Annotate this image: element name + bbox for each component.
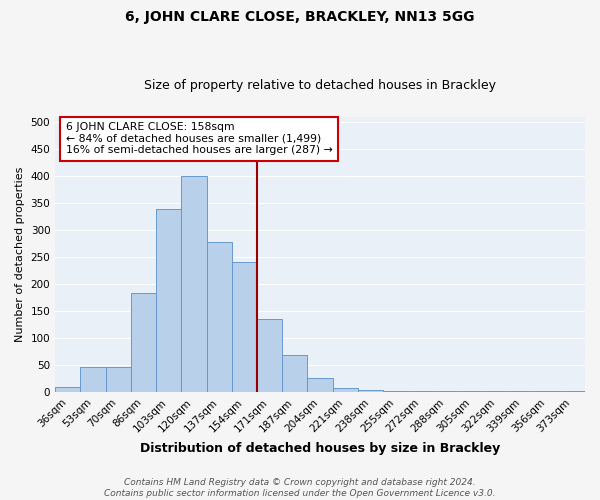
Bar [383, 391, 409, 392]
Y-axis label: Number of detached properties: Number of detached properties [15, 166, 25, 342]
Bar [106, 367, 131, 392]
Bar [55, 386, 80, 392]
Bar [206, 242, 232, 392]
Text: 6 JOHN CLARE CLOSE: 158sqm
← 84% of detached houses are smaller (1,499)
16% of s: 6 JOHN CLARE CLOSE: 158sqm ← 84% of deta… [66, 122, 332, 156]
Bar [156, 208, 181, 392]
Title: Size of property relative to detached houses in Brackley: Size of property relative to detached ho… [144, 79, 496, 92]
X-axis label: Distribution of detached houses by size in Brackley: Distribution of detached houses by size … [140, 442, 500, 455]
Bar [332, 388, 358, 392]
Bar [307, 378, 332, 392]
Bar [232, 262, 257, 392]
Bar [181, 176, 206, 392]
Bar [282, 356, 307, 392]
Text: 6, JOHN CLARE CLOSE, BRACKLEY, NN13 5GG: 6, JOHN CLARE CLOSE, BRACKLEY, NN13 5GG [125, 10, 475, 24]
Bar [257, 319, 282, 392]
Bar [358, 390, 383, 392]
Text: Contains HM Land Registry data © Crown copyright and database right 2024.
Contai: Contains HM Land Registry data © Crown c… [104, 478, 496, 498]
Bar [131, 293, 156, 392]
Bar [80, 367, 106, 392]
